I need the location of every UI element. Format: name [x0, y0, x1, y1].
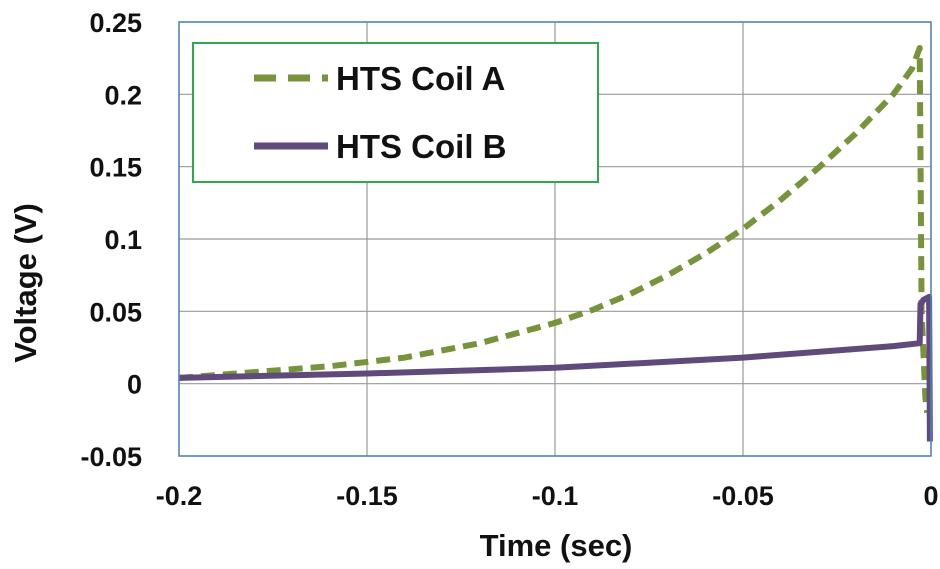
y-tick-label: 0.25 — [89, 8, 142, 38]
legend-label-coil-a: HTS Coil A — [336, 60, 505, 97]
legend: HTS Coil A HTS Coil B — [192, 42, 599, 183]
y-tick-label: 0.05 — [89, 297, 142, 327]
x-tick-label: -0.05 — [712, 481, 774, 511]
plot-border — [178, 21, 932, 457]
y-axis-title: Voltage (V) — [8, 203, 43, 363]
series-line-coil-a — [178, 45, 931, 413]
x-tick-label: 0 — [923, 481, 938, 511]
x-tick-label: -0.1 — [532, 481, 579, 511]
series-line-coil-b — [178, 293, 933, 442]
legend-label-coil-b: HTS Coil B — [336, 128, 507, 165]
legend-box — [192, 42, 599, 183]
series-lines — [178, 45, 933, 442]
y-tick-label: 0.15 — [89, 153, 142, 183]
y-tick-label: -0.05 — [80, 442, 142, 472]
x-tick-label: -0.15 — [336, 481, 398, 511]
y-tick-label: 0.2 — [104, 80, 142, 110]
y-tick-label: 0 — [127, 370, 142, 400]
y-tick-labels: -0.05 0 0.05 0.1 0.15 0.2 0.25 — [80, 8, 142, 472]
x-tick-label: -0.2 — [156, 481, 203, 511]
x-axis-title: Time (sec) — [480, 528, 633, 563]
y-tick-label: 0.1 — [104, 225, 142, 255]
x-tick-labels: -0.2 -0.15 -0.1 -0.05 0 — [156, 481, 939, 511]
